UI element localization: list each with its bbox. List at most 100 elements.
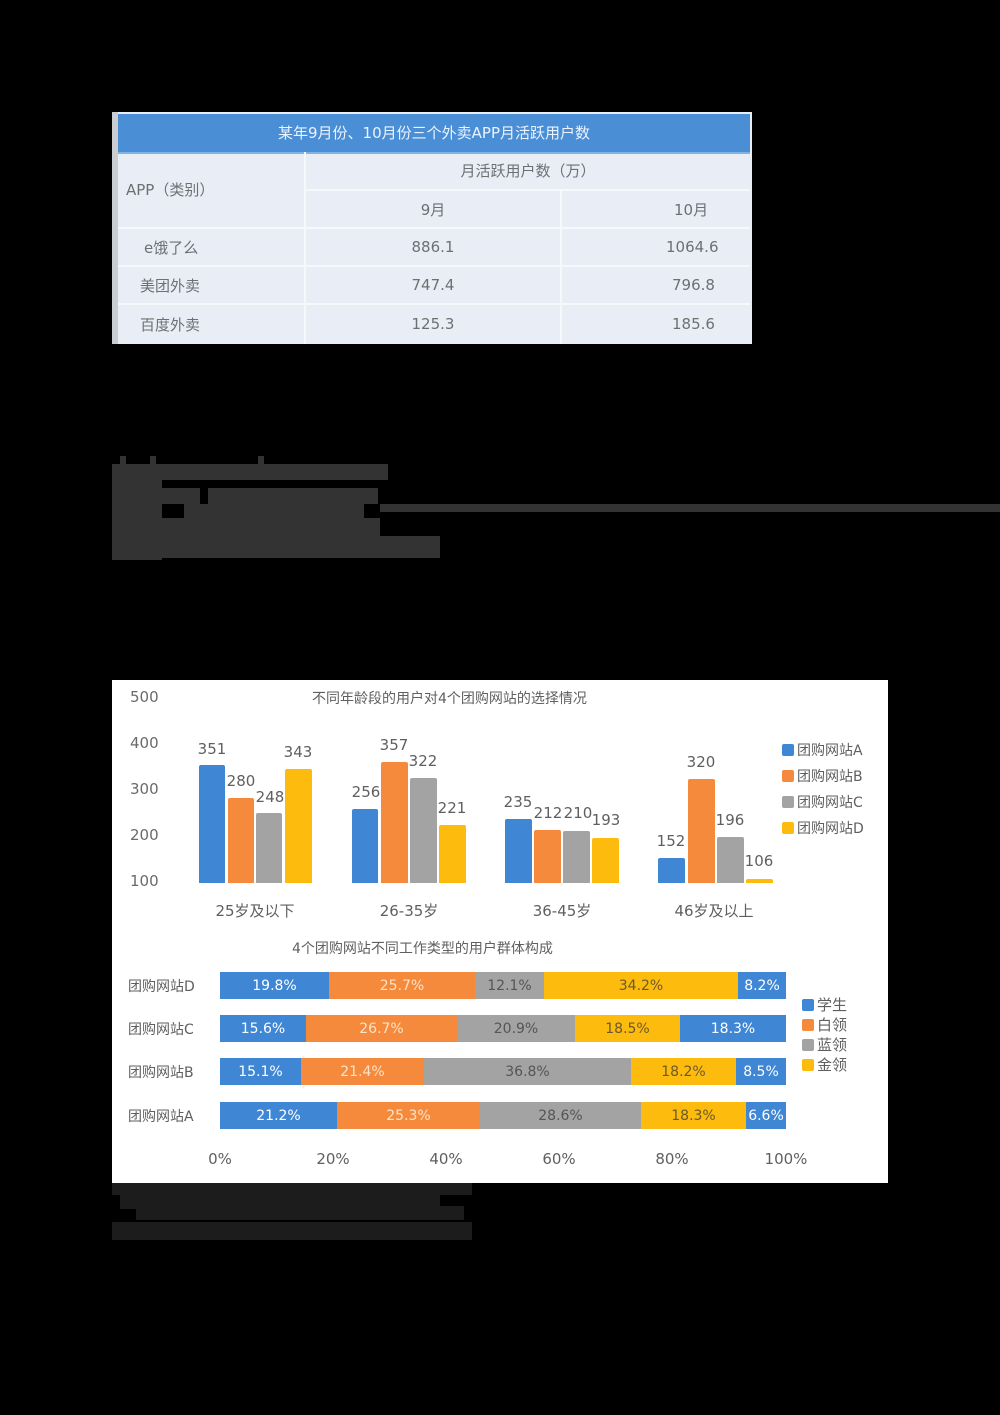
value-label: 221	[437, 799, 467, 817]
table-row-app: 百度外卖	[140, 315, 201, 334]
legend-label: 团购网站D	[797, 821, 864, 837]
legend-label: 蓝领	[817, 1036, 848, 1054]
legend-swatch-icon	[802, 1018, 814, 1031]
legend-swatch-icon	[802, 1038, 814, 1051]
legend-label: 金领	[817, 1056, 848, 1074]
bar-D-46above	[746, 879, 773, 883]
x-category: 25岁及以下	[215, 902, 295, 920]
table-title: 某年9月份、10月份三个外卖APP月活跃用户数	[118, 114, 750, 154]
segment: 21.4%	[301, 1058, 424, 1085]
value-label: 256	[351, 783, 381, 801]
segment: 18.2%	[631, 1058, 736, 1085]
table-divider	[306, 189, 750, 191]
value-label: 343	[283, 743, 313, 761]
legend-swatch-icon	[802, 1058, 814, 1071]
bar-B-25below	[228, 798, 254, 883]
legend-label: 白领	[817, 1016, 848, 1034]
value-label: 212	[533, 804, 563, 822]
x-category: 36-45岁	[532, 902, 592, 920]
legend-swatch-icon	[782, 796, 794, 808]
legend-item-blue-collar: 蓝领	[802, 1034, 847, 1055]
table-cell-oct: 185.6	[672, 315, 715, 333]
bar-B-26-35	[381, 762, 408, 883]
x-tick: 100%	[764, 1150, 808, 1168]
table-cell-oct: 1064.6	[666, 238, 719, 256]
table-cell-sep: 886.1	[411, 238, 455, 256]
legend-item-B: 团购网站B	[782, 766, 863, 786]
legend-label: 团购网站B	[797, 769, 863, 785]
bar-D-26-35	[439, 825, 466, 883]
segment: 15.6%	[220, 1015, 306, 1042]
table-divider	[118, 265, 750, 267]
x-category: 46岁及以上	[674, 902, 754, 920]
legend-label: 团购网站C	[797, 795, 863, 811]
row-header: APP（类别）	[126, 181, 215, 199]
table-cell-sep: 125.3	[411, 315, 455, 333]
value-label: 210	[563, 804, 593, 822]
legend-item-C: 团购网站C	[782, 792, 863, 812]
value-label: 280	[226, 772, 256, 790]
y-tick: 100	[130, 872, 159, 890]
value-label: 351	[197, 740, 227, 758]
legend-item-D: 团购网站D	[782, 818, 864, 838]
y-tick: 400	[130, 734, 159, 752]
table-divider	[560, 190, 562, 344]
value-label: 357	[379, 736, 409, 754]
table-cell-sep: 747.4	[411, 276, 455, 294]
segment: 20.9%	[457, 1015, 575, 1042]
x-tick: 20%	[316, 1150, 350, 1168]
legend-item-A: 团购网站A	[782, 740, 863, 760]
segment: 28.6%	[480, 1102, 641, 1129]
segment: 18.5%	[575, 1015, 680, 1042]
table-row-app: 美团外卖	[140, 276, 201, 295]
segment: 34.2%	[544, 972, 738, 999]
row-label: 团购网站C	[128, 1022, 194, 1038]
segment: 6.6%	[746, 1102, 786, 1129]
table-divider	[118, 303, 750, 305]
table-cell-oct: 796.8	[672, 276, 715, 294]
value-label: 152	[656, 832, 686, 850]
y-tick: 500	[130, 688, 159, 706]
segment: 8.2%	[738, 972, 786, 999]
value-label: 106	[744, 852, 774, 870]
segment: 15.1%	[220, 1058, 301, 1085]
legend-item-student: 学生	[802, 994, 847, 1015]
stacked-chart-title: 4个团购网站不同工作类型的用户群体构成	[292, 941, 553, 957]
y-tick: 200	[130, 826, 159, 844]
chart-image: 不同年龄段的用户对4个团购网站的选择情况 500 400 300 200 100…	[112, 680, 888, 1183]
value-label: 235	[503, 793, 533, 811]
legend-label: 学生	[817, 996, 848, 1014]
segment: 36.8%	[424, 1058, 631, 1085]
bar-A-46above	[658, 858, 685, 883]
segment: 26.7%	[306, 1015, 457, 1042]
table-divider	[118, 227, 750, 229]
legend-swatch-icon	[802, 998, 814, 1011]
legend-item-gold-collar: 金领	[802, 1054, 847, 1075]
app-mau-table: 某年9月份、10月份三个外卖APP月活跃用户数 APP（类别） 月活跃用户数（万…	[112, 112, 752, 344]
segment: 12.1%	[475, 972, 544, 999]
x-tick: 80%	[655, 1150, 689, 1168]
bar-D-36-45	[592, 838, 619, 883]
y-tick: 300	[130, 780, 159, 798]
bar-A-26-35	[352, 809, 378, 883]
value-label: 193	[591, 811, 621, 829]
table-edge	[112, 112, 118, 344]
column-header-oct: 10月	[674, 200, 709, 219]
segment: 19.8%	[220, 972, 329, 999]
bar-C-25below	[256, 813, 282, 883]
legend-swatch-icon	[782, 822, 794, 834]
legend-item-white-collar: 白领	[802, 1014, 847, 1035]
legend-swatch-icon	[782, 770, 794, 782]
value-label: 322	[408, 752, 438, 770]
row-label: 团购网站B	[128, 1065, 194, 1081]
bar-chart-title: 不同年龄段的用户对4个团购网站的选择情况	[312, 691, 587, 707]
x-tick: 60%	[542, 1150, 576, 1168]
x-category: 26-35岁	[379, 902, 439, 920]
segment: 21.2%	[220, 1102, 337, 1129]
x-tick: 40%	[429, 1150, 463, 1168]
legend-label: 团购网站A	[797, 743, 863, 759]
value-label: 320	[686, 753, 716, 771]
bar-B-46above	[688, 779, 715, 883]
column-header-sep: 9月	[420, 200, 446, 219]
bar-C-36-45	[563, 831, 590, 883]
